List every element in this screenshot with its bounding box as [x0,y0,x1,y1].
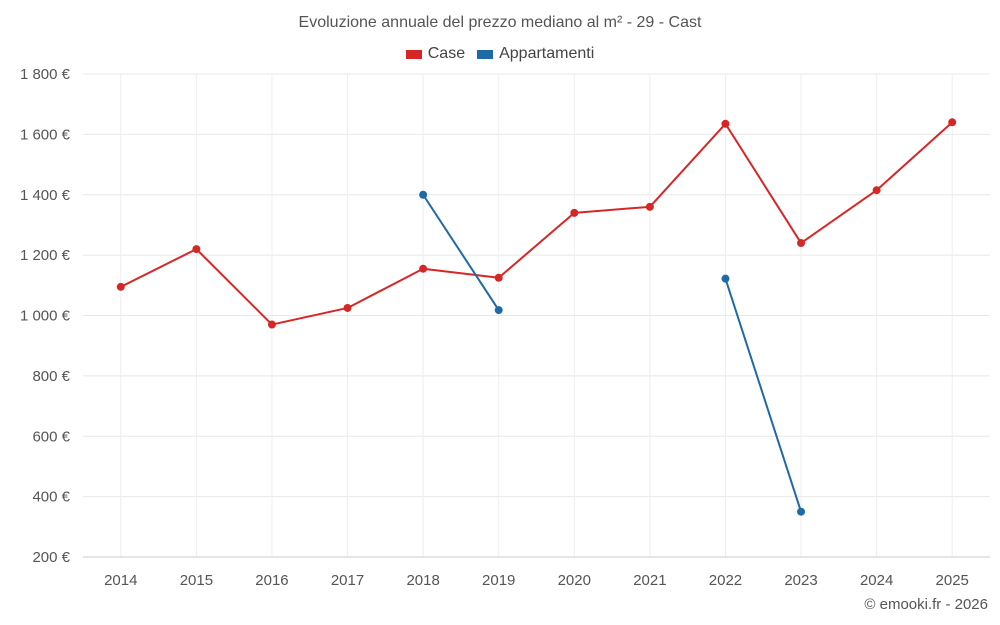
data-point-case [797,239,806,248]
data-point-case [116,282,125,291]
credit-text: © emooki.fr - 2026 [864,596,988,613]
y-tick-label: 200 € [32,549,70,566]
legend-item-case[interactable]: Case [405,45,466,63]
data-point-case [721,119,730,128]
data-point-appartamenti [419,190,428,199]
data-point-case [419,264,428,273]
series-line-appartamenti [422,194,500,311]
series-line-case [120,121,953,326]
data-point-case [494,273,503,282]
data-point-case [948,118,957,127]
legend-item-appartamenti[interactable]: Appartamenti [477,45,594,63]
x-tick-label: 2025 [936,572,969,589]
x-tick-label: 2014 [104,572,137,589]
x-tick-label: 2024 [860,572,893,589]
x-tick-label: 2015 [180,572,213,589]
data-point-case [192,245,201,254]
y-tick-label: 1 600 € [20,126,71,143]
y-tick-label: 1 200 € [20,247,71,264]
y-tick-label: 1 800 € [20,66,71,83]
legend-label-appartamenti: Appartamenti [499,45,595,62]
y-tick-label: 400 € [32,489,70,506]
series-line-appartamenti [724,278,802,513]
x-tick-label: 2017 [331,572,364,589]
x-tick-label: 2016 [255,572,288,589]
y-tick-label: 600 € [32,428,70,445]
x-tick-label: 2018 [406,572,439,589]
legend-swatch-appartamenti [477,49,494,59]
x-tick-label: 2021 [633,572,666,589]
y-tick-label: 800 € [32,368,70,385]
data-point-case [570,208,579,217]
legend-swatch-case [405,49,422,59]
x-tick-label: 2023 [784,572,817,589]
data-point-case [343,303,352,312]
y-tick-label: 1 400 € [20,187,71,204]
x-tick-label: 2020 [558,572,591,589]
data-point-case [645,202,654,211]
data-point-appartamenti [797,507,806,516]
data-point-case [267,320,276,329]
chart-title: Evoluzione annuale del prezzo mediano al… [298,14,702,31]
y-tick-label: 1 000 € [20,308,71,325]
legend-label-case: Case [427,45,466,62]
data-point-appartamenti [721,274,730,283]
data-point-appartamenti [494,306,503,315]
data-point-case [872,186,881,195]
x-tick-label: 2019 [482,572,515,589]
x-tick-label: 2022 [709,572,742,589]
chart-legend: Case Appartamenti [0,45,1000,63]
